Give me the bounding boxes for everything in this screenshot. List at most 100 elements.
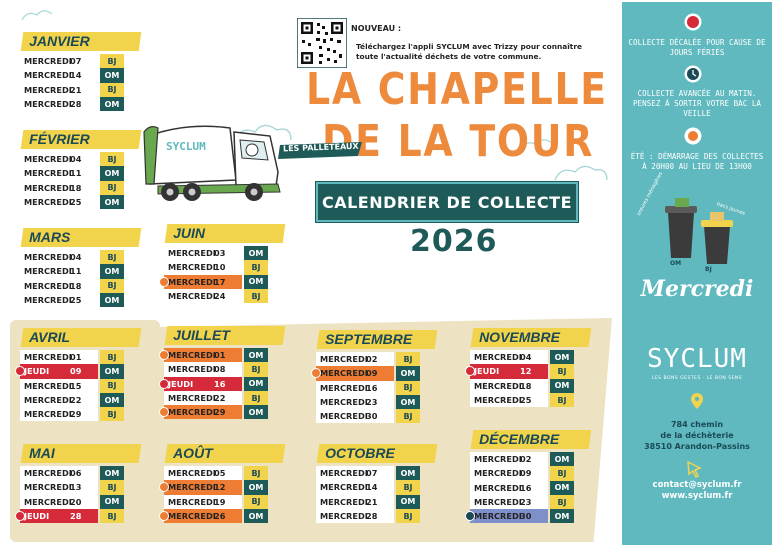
- weekday-label: MERCREDI: [168, 350, 216, 361]
- month-block-0: JANVIER MERCREDI 07 BJ MERCREDI 14 OM MERCREDI 2…: [20, 32, 142, 112]
- weekday-label: MERCREDI: [24, 468, 72, 479]
- collection-type-badge: BJ: [100, 180, 124, 195]
- nouveau-label: NOUVEAU :: [348, 24, 405, 33]
- collection-type-badge: BJ: [244, 362, 268, 377]
- collection-date-cell: MERCREDI 05: [164, 466, 242, 481]
- date-number: 18: [520, 380, 532, 391]
- weekday-label: MERCREDI: [24, 395, 72, 406]
- collection-row: MERCREDI 28 OM: [20, 96, 140, 112]
- legend-ete-text: ÉTÉ : DÉMARRAGE DES COLLECTES À 20H00 AU…: [630, 152, 764, 171]
- date-number: 23: [520, 497, 532, 508]
- collection-row: MERCREDI 09 BJ: [470, 466, 590, 481]
- weekday-label: MERCREDI: [168, 511, 216, 522]
- month-title: AVRIL: [29, 329, 71, 345]
- collection-row: MERCREDI 16 BJ: [316, 380, 436, 395]
- contact-email-link[interactable]: contact@syclum.fr: [652, 480, 742, 490]
- collection-type-badge: OM: [100, 96, 124, 112]
- collection-row: MERCREDI 11 OM: [20, 166, 140, 181]
- month-title: JUILLET: [173, 327, 230, 343]
- collection-date-cell: MERCREDI 17: [164, 274, 242, 289]
- brand-tagline: LES BONS GESTES · LE BON SENS: [651, 376, 743, 381]
- collection-row: MERCREDI 12 OM: [159, 480, 284, 495]
- collection-type-badge: OM: [100, 494, 124, 509]
- date-number: 25: [70, 197, 82, 208]
- collection-date-cell: MERCREDI 23: [316, 394, 394, 410]
- collection-row: MERCREDI 06 OM: [20, 466, 140, 481]
- collection-row: MERCREDI 14 BJ: [316, 480, 436, 495]
- collection-row: MERCREDI 29 BJ: [20, 407, 140, 422]
- collection-row: JEUDI 12 BJ: [465, 364, 590, 379]
- weekday-label: MERCREDI: [168, 276, 216, 287]
- collection-date-cell: MERCREDI 09: [316, 366, 394, 381]
- bin-om-label: OM: [670, 260, 682, 267]
- date-number: 07: [70, 56, 82, 67]
- weekday-label: MERCREDI: [24, 168, 72, 179]
- collection-row: MERCREDI 14 OM: [20, 68, 140, 83]
- collection-row: JEUDI 09 OM: [15, 364, 140, 379]
- date-number: 23: [366, 397, 378, 408]
- collection-type-badge: BJ: [100, 54, 124, 69]
- collection-date-cell: JEUDI 28: [20, 508, 98, 524]
- collection-type-badge: OM: [244, 405, 268, 420]
- collection-type-badge: BJ: [244, 390, 268, 406]
- collection-type-badge: BJ: [100, 350, 124, 365]
- collection-type-badge: BJ: [244, 494, 268, 509]
- collection-date-cell: JEUDI 09: [20, 364, 98, 379]
- collection-row: MERCREDI 20 OM: [20, 494, 140, 509]
- collection-date-cell: MERCREDI 14: [20, 68, 98, 83]
- collection-date-cell: MERCREDI 10: [164, 260, 242, 275]
- sun-marker-icon: [311, 368, 321, 379]
- holiday-marker-icon: [465, 366, 475, 377]
- collection-date-cell: MERCREDI 16: [470, 480, 548, 495]
- collection-date-cell: MERCREDI 28: [20, 96, 98, 112]
- collection-row: MERCREDI 30 BJ: [316, 409, 436, 424]
- collection-row: MERCREDI 09 OM: [311, 366, 436, 381]
- holiday-marker-icon: [15, 366, 25, 377]
- qr-code-icon[interactable]: [297, 18, 347, 68]
- sun-marker-icon: [159, 276, 169, 287]
- date-number: 29: [70, 409, 82, 420]
- collection-date-cell: MERCREDI 23: [470, 494, 548, 510]
- weekday-label: MERCREDI: [24, 496, 72, 507]
- weekday-label: MERCREDI: [168, 248, 216, 259]
- collection-type-badge: OM: [396, 366, 420, 381]
- collection-type-badge: BJ: [396, 508, 420, 524]
- bin-bj-label: BJ: [705, 266, 712, 273]
- month-banner: AVRIL: [20, 328, 142, 347]
- collection-date-cell: MERCREDI 11: [20, 264, 98, 279]
- side-panel: [622, 2, 772, 545]
- date-number: 02: [366, 354, 378, 365]
- website-link[interactable]: www.syclum.fr: [661, 491, 733, 501]
- address-line-1: 784 chemin: [670, 420, 724, 429]
- collection-type-badge: OM: [550, 452, 574, 467]
- month-banner: MARS: [20, 228, 142, 247]
- collection-date-cell: MERCREDI 30: [316, 409, 394, 424]
- date-number: 21: [70, 84, 82, 95]
- collection-date-cell: MERCREDI 25: [20, 292, 98, 308]
- collection-type-badge: OM: [244, 246, 268, 261]
- collection-date-cell: MERCREDI 07: [20, 54, 98, 69]
- month-banner: JUILLET: [164, 326, 286, 345]
- date-number: 16: [214, 378, 226, 389]
- collection-day-label: Mercredi: [640, 276, 754, 302]
- weekday-label: MERCREDI: [24, 182, 72, 193]
- weekday-label: MERCREDI: [474, 454, 522, 465]
- month-block-3: AVRIL MERCREDI 01 BJ JEUDI 09 OM MERCREDI 15 BJ ME…: [15, 328, 142, 422]
- collection-date-cell: MERCREDI 18: [470, 378, 548, 393]
- sun-marker-icon: [159, 482, 169, 493]
- collection-date-cell: MERCREDI 25: [470, 392, 548, 408]
- date-number: 16: [366, 382, 378, 393]
- collection-row: MERCREDI 22 OM: [20, 392, 140, 408]
- date-number: 15: [70, 380, 82, 391]
- weekday-label: MERCREDI: [168, 496, 216, 507]
- collection-row: MERCREDI 18 BJ: [20, 278, 140, 293]
- date-number: 01: [70, 352, 82, 363]
- weekday-label: MERCREDI: [320, 496, 368, 507]
- collection-date-cell: MERCREDI 11: [20, 166, 98, 181]
- weekday-label: MERCREDI: [24, 70, 72, 81]
- collection-row: JEUDI 16 OM: [159, 376, 284, 391]
- collection-type-badge: OM: [100, 364, 124, 379]
- month-banner: NOVEMBRE: [470, 328, 592, 347]
- holiday-marker-icon: [159, 378, 169, 389]
- month-title: FÉVRIER: [29, 131, 90, 147]
